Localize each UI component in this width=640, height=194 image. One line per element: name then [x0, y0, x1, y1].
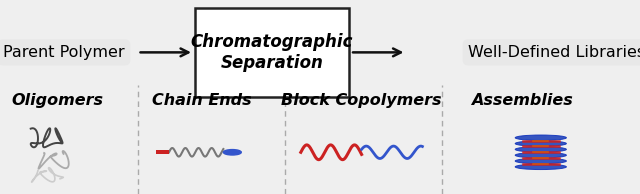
- Ellipse shape: [515, 152, 566, 158]
- Ellipse shape: [515, 164, 566, 170]
- Circle shape: [223, 150, 241, 155]
- Text: Chain Ends: Chain Ends: [152, 93, 252, 108]
- Text: Parent Polymer: Parent Polymer: [3, 45, 125, 60]
- FancyBboxPatch shape: [195, 8, 349, 97]
- Bar: [156, 150, 169, 154]
- Text: Chromatographic
Separation: Chromatographic Separation: [191, 33, 353, 72]
- Text: Assemblies: Assemblies: [471, 93, 572, 108]
- Text: Well-Defined Libraries: Well-Defined Libraries: [468, 45, 640, 60]
- Ellipse shape: [515, 147, 566, 152]
- Ellipse shape: [515, 135, 566, 140]
- Ellipse shape: [515, 141, 566, 146]
- Text: Block Copolymers: Block Copolymers: [282, 93, 442, 108]
- Ellipse shape: [515, 158, 566, 164]
- Text: Oligomers: Oligomers: [12, 93, 104, 108]
